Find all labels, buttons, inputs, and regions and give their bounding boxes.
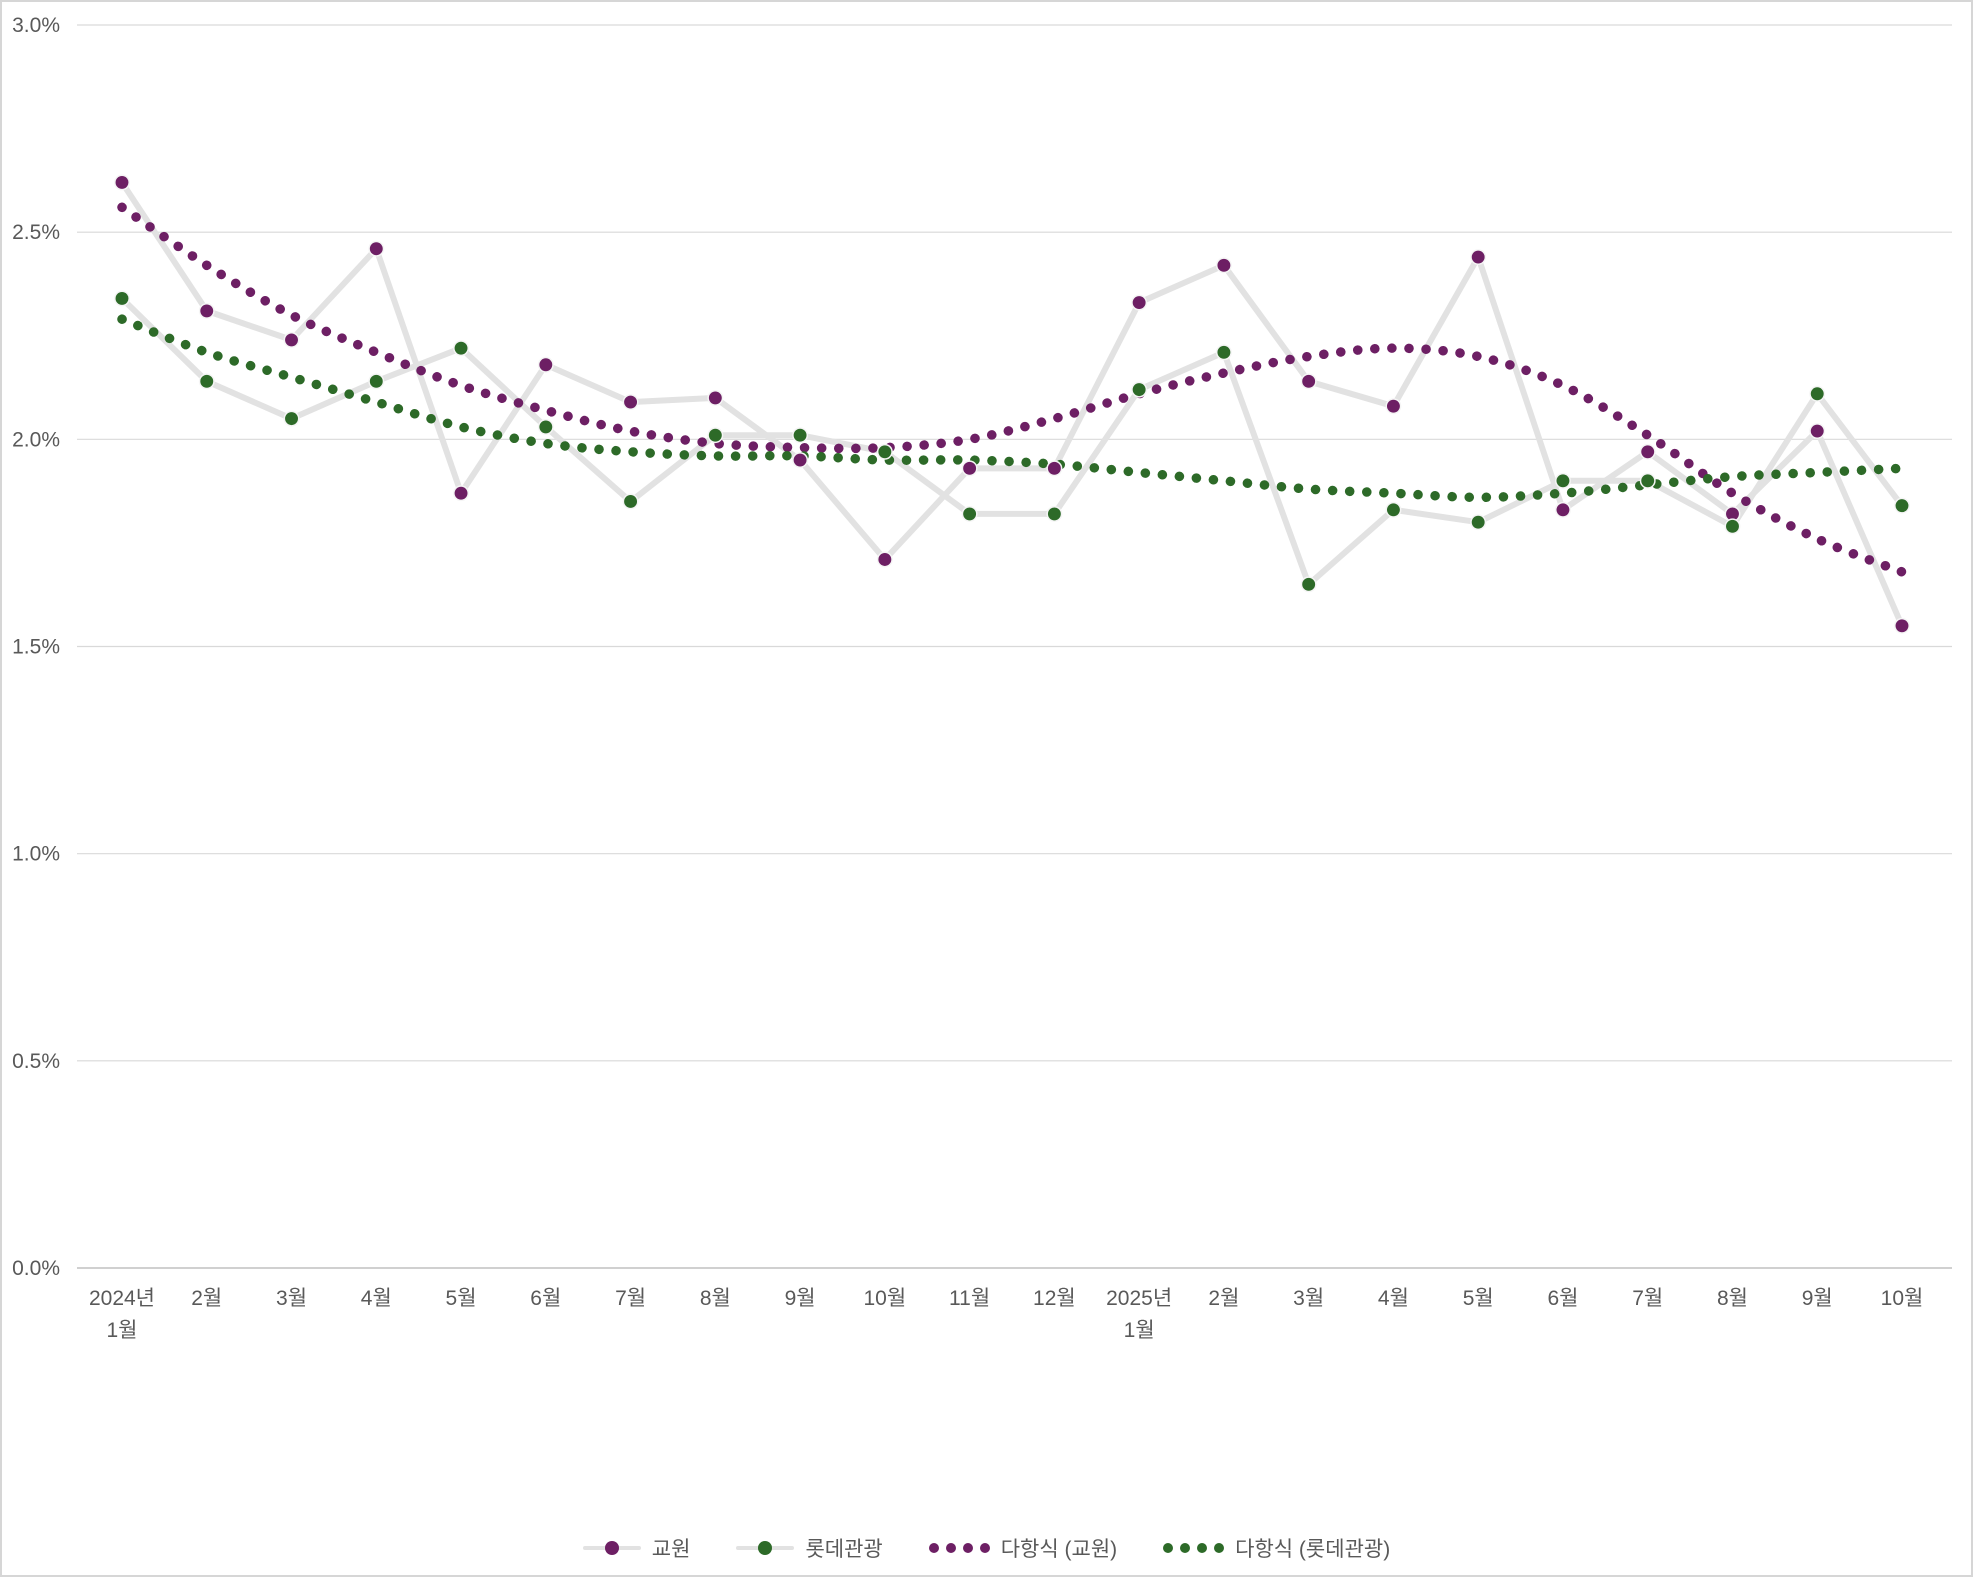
data-point-marker-series-1 <box>622 493 639 510</box>
data-point-marker-series-0 <box>707 389 724 406</box>
data-point-marker-series-1 <box>1639 472 1656 489</box>
data-point-marker-series-1 <box>1894 497 1910 514</box>
legend-item-kyowon: 교원 <box>582 1533 691 1563</box>
x-axis-tick-label: 6월 <box>1547 1287 1578 1310</box>
x-axis-tick-label: 2025년 <box>1106 1287 1172 1310</box>
data-point-marker-series-0 <box>876 551 893 568</box>
y-axis-tick-label: 2.5% <box>12 221 60 244</box>
data-point-marker-series-0 <box>1300 373 1317 390</box>
series-connector-line-0 <box>119 179 1905 629</box>
x-axis-tick-label: 2월 <box>191 1287 222 1310</box>
x-axis-tick-label: 4월 <box>1378 1287 1409 1310</box>
y-axis-tick-label: 1.5% <box>12 636 60 659</box>
data-point-marker-series-0 <box>537 356 554 373</box>
trendline-0 <box>117 202 1907 577</box>
data-point-marker-series-0 <box>1639 443 1656 460</box>
data-point-marker-series-1 <box>1555 472 1571 489</box>
x-axis-tick-label: 2024년 <box>89 1287 155 1310</box>
legend-marker-dot <box>604 1541 619 1555</box>
data-point-marker-series-1 <box>1385 501 1402 518</box>
x-axis-tick-label: 8월 <box>700 1287 731 1310</box>
data-point-marker-series-0 <box>1131 294 1148 311</box>
x-axis-tick-label: 1월 <box>107 1319 138 1342</box>
data-point-marker-series-1 <box>1724 518 1741 535</box>
data-point-marker-series-0 <box>1555 501 1571 518</box>
data-point-marker-series-1 <box>537 418 554 435</box>
series-connector-line-1 <box>119 295 1905 588</box>
x-axis-tick-label: 4월 <box>361 1287 392 1310</box>
data-point-marker-series-0 <box>1385 398 1402 415</box>
y-axis-tick-label: 1.0% <box>12 843 60 866</box>
data-point-marker-series-1 <box>792 427 809 444</box>
x-axis-tick-label: 7월 <box>615 1287 646 1310</box>
x-axis-tick-label: 7월 <box>1632 1287 1663 1310</box>
legend-marker-dot <box>758 1541 773 1555</box>
x-axis-tick-label: 10월 <box>1881 1287 1924 1310</box>
data-point-marker-series-1 <box>1809 385 1826 402</box>
data-point-marker-series-1 <box>1300 576 1317 593</box>
data-point-marker-series-1 <box>1470 514 1487 531</box>
x-axis-tick-label: 1월 <box>1124 1319 1155 1342</box>
x-axis-tick-label: 9월 <box>785 1287 816 1310</box>
x-axis-tick-label: 8월 <box>1717 1287 1748 1310</box>
legend-swatch-lottetour <box>736 1541 795 1555</box>
legend-swatch-poly-lottetour <box>1163 1543 1225 1553</box>
data-point-marker-series-0 <box>1046 460 1063 477</box>
data-point-marker-series-0 <box>1215 257 1232 274</box>
legend-label-lottetour: 롯데관광 <box>805 1538 883 1561</box>
data-point-marker-series-0 <box>198 302 215 319</box>
data-point-marker-series-1 <box>114 290 130 307</box>
data-point-marker-series-1 <box>707 427 724 444</box>
data-point-marker-series-0 <box>283 331 300 348</box>
data-point-marker-series-0 <box>961 460 978 477</box>
data-point-marker-series-1 <box>198 373 215 390</box>
x-axis-tick-label: 11월 <box>949 1287 990 1310</box>
y-axis-tick-label: 0.0% <box>12 1257 60 1280</box>
trendline-1 <box>117 314 1907 503</box>
legend-label-poly-kyowon: 다항식 (교원) <box>1000 1538 1118 1561</box>
data-point-marker-series-1 <box>961 505 978 522</box>
data-point-marker-series-1 <box>876 443 893 460</box>
data-point-marker-series-0 <box>368 240 385 257</box>
x-axis-tick-label: 9월 <box>1802 1287 1833 1310</box>
data-point-marker-series-1 <box>453 340 469 357</box>
legend-label-poly-lottetour: 다항식 (롯데관광) <box>1235 1538 1391 1561</box>
data-point-marker-series-0 <box>1809 423 1826 439</box>
x-axis-tick-label: 2월 <box>1208 1287 1239 1310</box>
x-axis-tick-label: 5월 <box>446 1287 477 1310</box>
chart-legend: 교원 롯데관광 다항식 (교원) 다항식 (롯데관광) <box>2 1521 1971 1575</box>
y-axis-tick-label: 0.5% <box>12 1050 60 1073</box>
data-point-marker-series-0 <box>1894 617 1910 634</box>
data-point-marker-series-0 <box>453 485 469 502</box>
legend-swatch-poly-kyowon <box>928 1543 990 1553</box>
legend-label-kyowon: 교원 <box>651 1538 691 1561</box>
x-axis-tick-label: 3월 <box>276 1287 307 1310</box>
data-point-marker-series-0 <box>114 174 130 191</box>
data-point-marker-series-1 <box>1046 505 1063 522</box>
data-point-marker-series-0 <box>792 452 809 468</box>
legend-swatch-kyowon <box>582 1541 641 1555</box>
x-axis-tick-label: 5월 <box>1463 1287 1494 1310</box>
data-point-marker-series-1 <box>1131 381 1148 398</box>
x-axis-tick-label: 3월 <box>1293 1287 1324 1310</box>
x-axis-tick-label: 10월 <box>864 1287 907 1310</box>
data-point-marker-series-1 <box>1215 344 1232 361</box>
x-axis-tick-label: 12월 <box>1033 1287 1076 1310</box>
legend-item-poly-kyowon: 다항식 (교원) <box>928 1533 1118 1563</box>
x-axis-tick-label: 6월 <box>530 1287 561 1310</box>
legend-item-lottetour: 롯데관광 <box>736 1533 883 1563</box>
data-point-marker-series-1 <box>368 373 385 390</box>
data-point-marker-series-0 <box>1470 249 1487 265</box>
y-axis-tick-label: 2.0% <box>12 428 60 451</box>
legend-item-poly-lottetour: 다항식 (롯데관광) <box>1163 1533 1390 1563</box>
y-axis-tick-label: 3.0% <box>12 14 60 37</box>
data-point-marker-series-0 <box>622 394 639 410</box>
data-point-marker-series-1 <box>283 410 300 427</box>
